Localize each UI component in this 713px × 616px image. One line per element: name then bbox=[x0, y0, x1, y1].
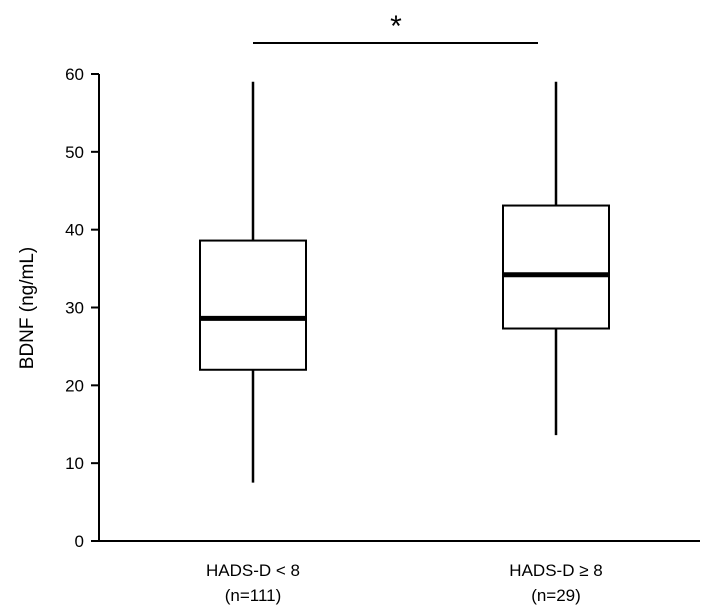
significance-annotation: * bbox=[253, 10, 538, 44]
box-iqr bbox=[199, 239, 307, 371]
y-tick-label: 0 bbox=[75, 532, 84, 551]
box-iqr bbox=[502, 204, 610, 330]
y-tick-label: 20 bbox=[65, 376, 84, 395]
y-ticks: 0 10 20 30 40 50 60 bbox=[65, 65, 99, 551]
y-tick-label: 40 bbox=[65, 221, 84, 240]
x-category-count: (n=29) bbox=[531, 586, 581, 605]
y-tick-label: 50 bbox=[65, 143, 84, 162]
significance-star: * bbox=[390, 10, 402, 43]
boxes bbox=[199, 81, 610, 483]
x-labels: HADS-D < 8 (n=111) HADS-D ≥ 8 (n=29) bbox=[206, 561, 603, 605]
y-tick-label: 30 bbox=[65, 299, 84, 318]
y-tick-label: 10 bbox=[65, 454, 84, 473]
y-axis-label: BDNF (ng/mL) bbox=[17, 247, 38, 369]
x-category-label: HADS-D < 8 bbox=[206, 561, 300, 580]
x-category-label: HADS-D ≥ 8 bbox=[509, 561, 602, 580]
y-tick-label: 60 bbox=[65, 65, 84, 84]
x-category-count: (n=111) bbox=[225, 586, 282, 605]
